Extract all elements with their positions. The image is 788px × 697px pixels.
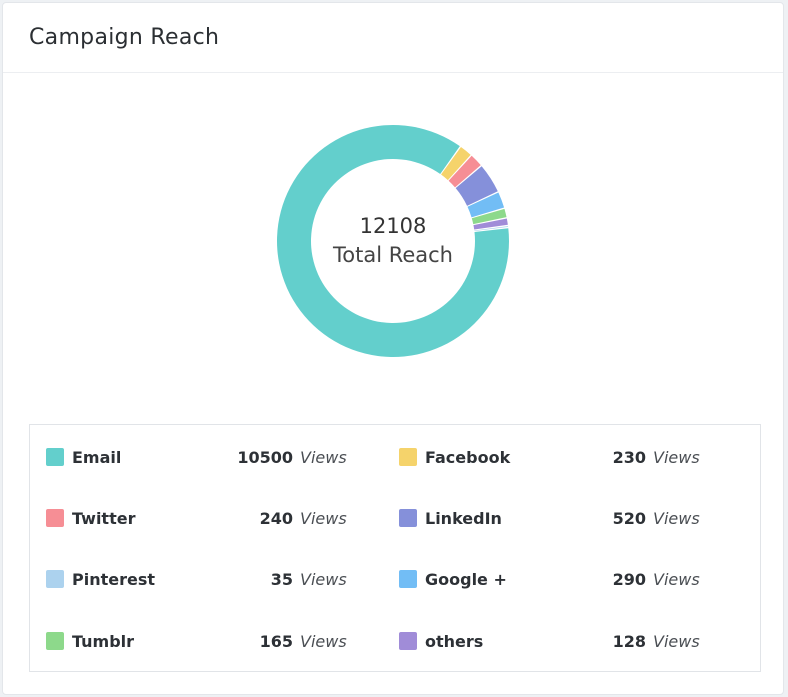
legend-unit: Views (300, 447, 347, 467)
donut-slice-linkedin[interactable] (455, 166, 498, 206)
legend-swatch (399, 632, 417, 650)
legend-swatch (399, 570, 417, 588)
legend-unit: Views (653, 631, 700, 651)
donut-slice-email[interactable] (277, 124, 509, 357)
legend-swatch (399, 448, 417, 466)
legend-swatch (46, 632, 64, 650)
donut-slice-pinterest[interactable] (474, 226, 509, 231)
legend-item-email[interactable]: Email 10500 Views (46, 445, 356, 469)
legend-value: 230 (612, 447, 646, 467)
legend-label: Twitter (72, 508, 136, 528)
legend-unit: Views (653, 569, 700, 589)
legend-unit: Views (300, 631, 347, 651)
legend-swatch (46, 570, 64, 588)
legend-item-twitter[interactable]: Twitter 240 Views (46, 506, 356, 530)
legend-label: Facebook (425, 447, 511, 467)
donut-slice-others[interactable] (473, 218, 508, 230)
legend-swatch (46, 448, 64, 466)
legend-label: others (425, 631, 484, 651)
donut-slice-tumblr[interactable] (471, 208, 507, 225)
legend-item-others[interactable]: others 128 Views (399, 629, 709, 653)
legend-value: 35 (270, 569, 293, 589)
legend-swatch (399, 509, 417, 527)
legend-value: 165 (259, 631, 293, 651)
legend-label: Google + (425, 569, 507, 589)
legend-label: LinkedIn (425, 508, 502, 528)
legend-item-facebook[interactable]: Facebook 230 Views (399, 445, 709, 469)
donut-chart-svg (277, 124, 509, 357)
donut-slice-google[interactable] (467, 192, 505, 218)
legend-item-linkedin[interactable]: LinkedIn 520 Views (399, 506, 709, 530)
legend-value: 290 (612, 569, 646, 589)
legend-item-google[interactable]: Google + 290 Views (399, 567, 709, 591)
card-header: Campaign Reach (3, 3, 783, 73)
legend-value: 10500 (237, 447, 293, 467)
legend-value: 520 (612, 508, 646, 528)
legend-item-tumblr[interactable]: Tumblr 165 Views (46, 629, 356, 653)
legend-unit: Views (300, 508, 347, 528)
donut-slice-facebook[interactable] (441, 146, 471, 181)
legend-unit: Views (653, 447, 700, 467)
legend-swatch (46, 509, 64, 527)
chart-legend: Email 10500 Views Facebook 230 Views Twitter 24… (29, 424, 761, 672)
legend-label: Tumblr (72, 631, 135, 651)
legend-label: Email (72, 447, 122, 467)
legend-value: 128 (612, 631, 646, 651)
donut-slice-twitter[interactable] (448, 155, 481, 188)
legend-unit: Views (653, 508, 700, 528)
legend-value: 240 (259, 508, 293, 528)
legend-unit: Views (300, 569, 347, 589)
donut-chart: 12108 Total Reach (275, 123, 511, 359)
card-title: Campaign Reach (29, 25, 220, 50)
legend-item-pinterest[interactable]: Pinterest 35 Views (46, 567, 356, 591)
legend-label: Pinterest (72, 569, 156, 589)
